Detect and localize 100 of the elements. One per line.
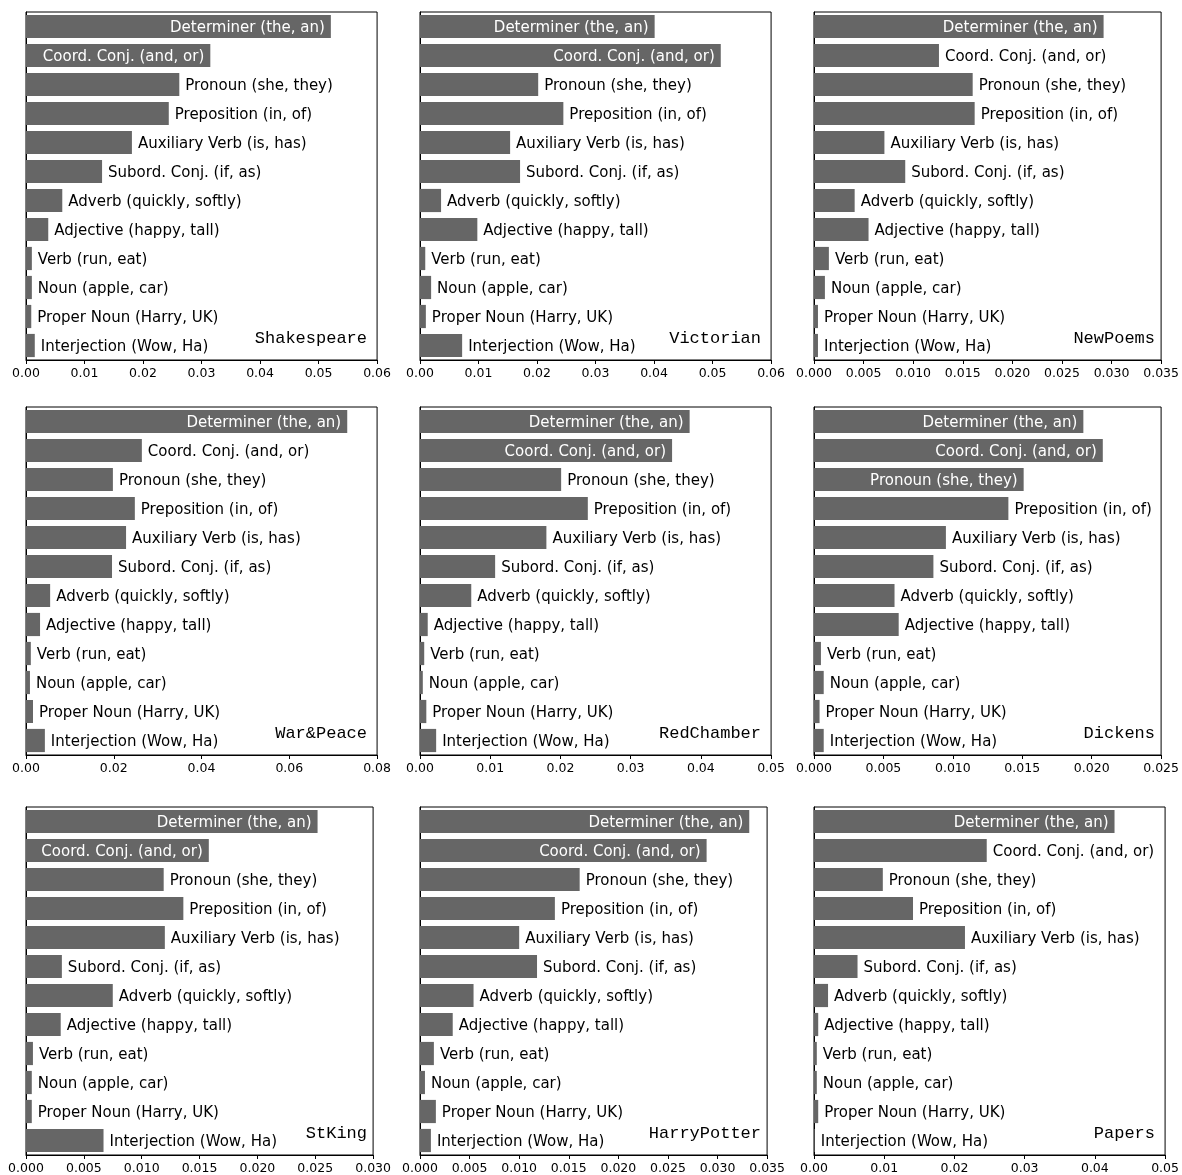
category-label: Noun (apple, car) (829, 673, 961, 692)
category-label: Pronoun (she, they) (870, 470, 1018, 489)
bar (420, 925, 520, 950)
x-tick-label: 0.06 (757, 365, 786, 380)
category-label: Preposition (in, of) (1014, 499, 1152, 518)
category-label: Interjection (Wow, Ha) (820, 1131, 989, 1150)
category-label: Subord. Conj. (if, as) (543, 957, 697, 976)
category-label: Adverb (quickly, softly) (834, 986, 1008, 1005)
category-label: Adverb (quickly, softly) (479, 986, 653, 1005)
category-label: Preposition (in, of) (919, 899, 1057, 918)
x-tick-label: 0.06 (275, 760, 304, 775)
category-label: Adverb (quickly, softly) (56, 586, 230, 605)
x-tick-label: 0.010 (501, 1160, 538, 1175)
category-label: Verb (run, eat) (439, 1044, 550, 1063)
x-tick-label: 0.04 (686, 760, 715, 775)
category-label: Pronoun (she, they) (978, 75, 1127, 94)
category-label: Noun (apple, car) (37, 1073, 169, 1092)
bar (26, 867, 164, 892)
x-tick-label: 0.01 (70, 365, 99, 380)
bar (420, 1041, 434, 1066)
bar (420, 612, 428, 637)
x-tick-label: 0.03 (616, 760, 645, 775)
x-tick-label: 0.06 (363, 365, 392, 380)
x-tick-label: 0.000 (796, 365, 832, 380)
bar (814, 130, 885, 155)
x-tick-label: 0.005 (65, 1160, 102, 1175)
bar (420, 159, 521, 184)
x-tick-label: 0.015 (550, 1160, 587, 1175)
category-label: Coord. Conj. (and, or) (147, 441, 310, 460)
category-label: Auxiliary Verb (is, has) (137, 133, 307, 152)
category-label: Pronoun (she, they) (567, 470, 715, 489)
category-label: Auxiliary Verb (is, has) (890, 133, 1060, 152)
category-label: Verb (run, eat) (37, 249, 148, 268)
category-label: Auxiliary Verb (is, has) (132, 528, 301, 547)
bar (420, 496, 588, 521)
bar (814, 72, 973, 97)
category-label: Coord. Conj. (and, or) (944, 46, 1107, 65)
category-label: Adjective (happy, tall) (874, 220, 1040, 239)
bar (420, 641, 425, 666)
bar (26, 1012, 61, 1037)
bar (420, 217, 478, 242)
category-label: Preposition (in, of) (560, 899, 699, 918)
bar (26, 246, 32, 271)
bar (420, 101, 564, 126)
category-label: Preposition (in, of) (189, 899, 327, 918)
category-label: Interjection (Wow, Ha) (40, 336, 209, 355)
text: NewPoems (1073, 329, 1156, 348)
category-label: Subord. Conj. (if, as) (501, 557, 655, 576)
text: Victorian (669, 329, 762, 348)
category-label: Determiner (the, an) (942, 17, 1098, 36)
category-label: Adverb (quickly, softly) (900, 586, 1074, 605)
category-label: Verb (run, eat) (834, 249, 945, 268)
category-label: Auxiliary Verb (is, has) (525, 928, 694, 947)
x-tick-label: 0.025 (1044, 365, 1080, 380)
x-tick-label: 0.03 (1010, 1160, 1039, 1175)
category-label: Subord. Conj. (if, as) (939, 557, 1093, 576)
bar (26, 728, 45, 753)
category-label: Pronoun (she, they) (185, 75, 333, 94)
x-tick-label: 0.020 (600, 1160, 637, 1175)
category-label: Determiner (the, an) (953, 812, 1109, 831)
bar (26, 275, 32, 300)
bar (26, 438, 142, 463)
category-label: Adverb (quickly, softly) (118, 986, 293, 1005)
category-label: Determiner (the, an) (156, 812, 312, 831)
bar (26, 983, 113, 1008)
bar (814, 275, 825, 300)
category-label: Interjection (Wow, Ha) (829, 731, 998, 750)
x-tick-label: 0.035 (749, 1160, 786, 1175)
bar (26, 159, 103, 184)
bar (814, 583, 895, 608)
category-label: Adjective (happy, tall) (66, 1015, 233, 1034)
bar (420, 1099, 436, 1124)
bar (814, 333, 818, 358)
bar (420, 954, 538, 979)
text: War&Peace (275, 724, 368, 743)
x-tick-label: 0.00 (800, 1160, 828, 1175)
category-label: Determiner (the, an) (170, 17, 325, 36)
bar (420, 467, 562, 492)
bar (420, 896, 555, 921)
bar (420, 867, 580, 892)
x-tick-label: 0.025 (297, 1160, 334, 1175)
x-tick-label: 0.020 (1073, 760, 1110, 775)
x-tick-label: 0.00 (406, 760, 434, 775)
category-label: Noun (apple, car) (822, 1073, 954, 1092)
bar (814, 217, 869, 242)
bar (26, 583, 51, 608)
bar (26, 304, 32, 329)
bar (814, 304, 818, 329)
bar (420, 525, 547, 550)
category-label: Adverb (quickly, softly) (68, 191, 242, 210)
bar (814, 43, 939, 68)
bar (420, 72, 539, 97)
x-tick-label: 0.05 (304, 365, 333, 380)
x-tick-label: 0.02 (523, 365, 551, 380)
bar (420, 1012, 453, 1037)
category-label: Coord. Conj. (and, or) (504, 441, 667, 460)
x-tick-label: 0.02 (546, 760, 575, 775)
category-label: Auxiliary Verb (is, has) (970, 928, 1140, 947)
category-label: Subord. Conj. (if, as) (863, 957, 1017, 976)
text: RedChamber (658, 724, 762, 743)
